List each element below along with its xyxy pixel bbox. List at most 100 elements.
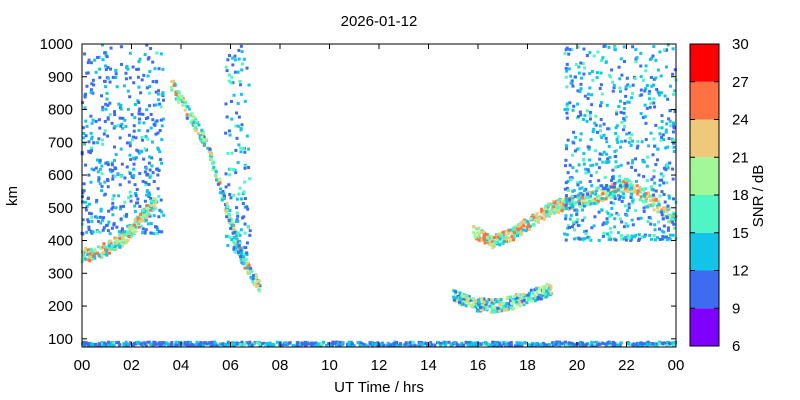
echo-point [91,91,95,95]
echo-point [101,228,105,232]
echo-point [527,223,531,227]
echo-point [254,276,258,280]
echo-point [509,298,513,302]
echo-point [627,206,631,210]
echo-point [584,171,588,175]
echo-point [249,277,253,281]
echo-point [128,141,132,145]
echo-point [87,149,91,153]
echo-point [611,340,615,344]
echo-point [657,199,661,203]
echo-point [237,115,241,119]
echo-point [650,187,654,191]
echo-point [151,208,155,212]
echo-point [564,203,568,207]
echo-point [534,287,538,291]
echo-point [572,222,576,226]
echo-point [471,297,475,301]
echo-point [258,289,262,293]
echo-point [486,240,490,244]
echo-point [101,108,105,112]
echo-point [494,233,498,237]
echo-point [529,288,533,292]
echo-point [612,187,616,191]
echo-point [616,180,620,184]
echo-point [519,341,523,345]
echo-point [233,70,237,74]
echo-point [666,43,670,47]
echo-point [660,190,664,194]
echo-point [668,84,672,88]
echo-point [576,223,580,227]
echo-point [242,147,246,151]
echo-point [197,342,201,346]
echo-point [82,182,86,186]
echo-point [124,214,128,218]
echo-point [482,230,486,234]
echo-point [652,208,656,212]
echo-point [86,248,90,252]
echo-point [98,215,102,219]
echo-point [560,206,564,210]
echo-point [570,47,574,51]
echo-point [87,220,91,224]
echo-point [517,293,521,297]
echo-point [157,215,161,219]
echo-point [508,239,512,243]
echo-point [490,234,494,238]
echo-point [126,107,130,111]
echo-point [248,233,252,237]
echo-point [98,230,102,234]
echo-point [207,150,211,154]
echo-point [671,121,675,125]
echo-point [94,200,98,204]
echo-point [634,157,638,161]
echo-point [123,238,127,242]
echo-point [227,213,231,217]
echo-point [502,305,506,309]
echo-point [228,235,232,239]
echo-point [420,342,424,346]
echo-point [583,237,587,241]
echo-point [613,48,617,52]
echo-point [568,225,572,229]
echo-point [143,231,147,235]
x-axis: 00 02 04 06 08 10 12 14 16 18 20 22 00 [74,44,684,374]
echo-point [551,341,555,345]
echo-point [589,344,593,348]
echo-point [624,94,628,98]
echo-point [129,199,133,203]
echo-point [148,168,152,172]
echo-point [625,187,629,191]
echo-point [225,215,229,219]
echo-point [660,114,664,118]
echo-point [502,342,506,346]
echo-point [512,231,516,235]
echo-point [83,52,87,56]
echo-point [147,161,151,165]
echo-point [493,301,497,305]
echo-point [639,75,643,79]
echo-point [509,344,513,348]
echo-point [313,341,317,345]
echo-point [634,168,638,172]
echo-point [119,124,123,128]
echo-point [84,134,88,138]
echo-point [148,208,152,212]
echo-point [85,84,89,88]
echo-point [243,99,247,103]
echo-point [212,161,216,165]
echo-point [544,204,548,208]
echo-point [547,202,551,206]
echo-point [564,197,568,201]
echo-point [526,296,530,300]
echo-point [578,191,582,195]
echo-point [95,251,99,255]
echo-point [595,170,599,174]
echo-point [243,197,247,201]
echo-point [577,147,581,151]
echo-point [157,89,161,93]
echo-point [590,226,594,230]
y-tick-label: 600 [48,167,73,184]
echo-point [571,166,575,170]
